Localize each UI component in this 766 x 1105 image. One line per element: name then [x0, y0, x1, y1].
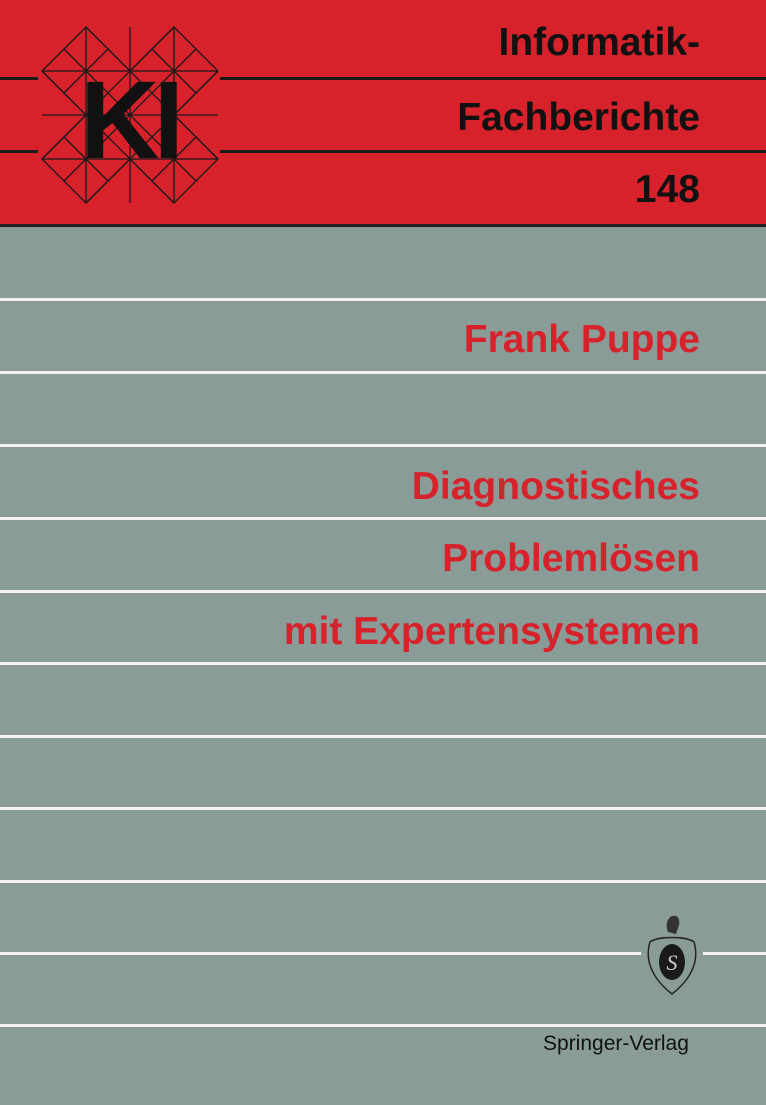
stripe: [0, 444, 766, 447]
series-name-line2: Fachberichte: [457, 96, 700, 139]
stripe: [0, 517, 766, 520]
springer-logo-letter: S: [667, 950, 678, 975]
stripe: [0, 880, 766, 883]
stripe: [0, 735, 766, 738]
stripe: [0, 371, 766, 374]
stripe: [0, 662, 766, 665]
band-rule: [220, 150, 766, 153]
stripe: [0, 298, 766, 301]
stripe: [0, 952, 641, 955]
band-rule: [0, 77, 38, 80]
band-rule: [220, 77, 766, 80]
book-title-line3: mit Expertensystemen: [283, 610, 700, 653]
author-name: Frank Puppe: [463, 318, 700, 361]
stripe: [0, 1024, 766, 1027]
springer-logo: S: [647, 915, 697, 995]
book-title-line1: Diagnostisches: [411, 465, 700, 508]
publisher-name: Springer-Verlag: [543, 1032, 689, 1055]
book-title-line2: Problemlösen: [442, 537, 700, 580]
stripe: [0, 590, 766, 593]
ki-logo-text: KI: [80, 59, 178, 182]
ki-logo: KI: [41, 26, 219, 204]
series-name-line1: Informatik-: [498, 21, 700, 64]
band-rule: [0, 150, 38, 153]
series-number: 148: [634, 168, 700, 211]
stripe: [0, 807, 766, 810]
stripe: [703, 952, 766, 955]
